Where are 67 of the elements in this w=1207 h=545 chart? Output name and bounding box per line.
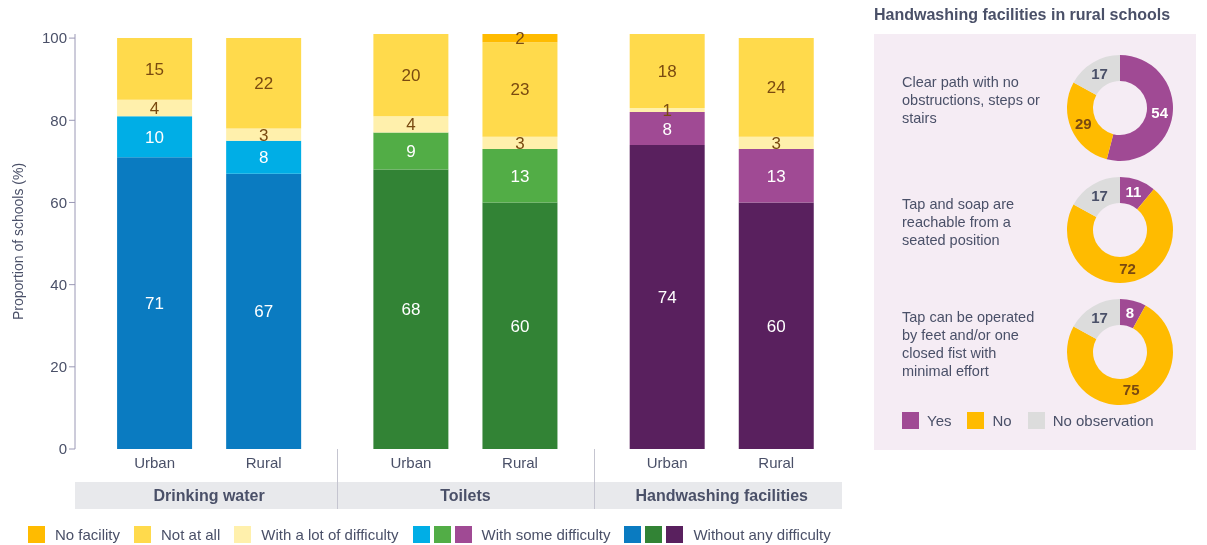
data-label: 3 bbox=[515, 133, 525, 153]
legend-label: No bbox=[991, 412, 1012, 429]
y-tick-label: 20 bbox=[50, 358, 67, 376]
data-label: 13 bbox=[510, 166, 530, 186]
data-label: 72 bbox=[1119, 260, 1136, 278]
data-label: 74 bbox=[657, 287, 677, 307]
text: Tap and soap are reachable from a seated position bbox=[902, 195, 1016, 250]
legend-label: No facility bbox=[55, 526, 121, 543]
data-label: 71 bbox=[145, 294, 165, 314]
legend-label: No observation bbox=[1051, 412, 1154, 429]
y-tick-label: 100 bbox=[41, 29, 67, 47]
y-tick-label: 60 bbox=[50, 193, 67, 211]
text: Handwashing facilities in rural schools bbox=[874, 6, 1172, 24]
legend-label: Without any difficulty bbox=[693, 526, 831, 543]
donut-slice bbox=[1073, 55, 1120, 95]
data-label: 3 bbox=[771, 133, 781, 153]
data-label: 13 bbox=[766, 166, 786, 186]
text: Handwashing facilities bbox=[634, 486, 809, 506]
data-label: 22 bbox=[254, 74, 274, 94]
text: Tap can be operated by feet and/or one closed fist with minimal effort bbox=[902, 308, 1036, 381]
data-label: 60 bbox=[510, 316, 530, 336]
donut-slice bbox=[1067, 305, 1173, 405]
text: Clear path with no obstructions, steps or stairs bbox=[902, 73, 1041, 128]
data-label: 54 bbox=[1151, 104, 1169, 122]
data-label: 75 bbox=[1122, 381, 1140, 399]
donut-slice bbox=[1073, 299, 1120, 339]
x-tick-label: Rural bbox=[502, 453, 538, 471]
data-label: 17 bbox=[1091, 308, 1108, 326]
data-label: 24 bbox=[766, 78, 786, 98]
data-label: 4 bbox=[149, 98, 160, 118]
y-axis-title: Proportion of schools (%) bbox=[9, 162, 26, 321]
donut-slice bbox=[1106, 55, 1173, 161]
data-label: 11 bbox=[1125, 183, 1142, 201]
data-label: 60 bbox=[766, 316, 786, 336]
legend-label: Yes bbox=[926, 412, 952, 429]
data-label: 10 bbox=[145, 127, 165, 147]
data-label: 8 bbox=[258, 148, 269, 168]
data-label: 68 bbox=[401, 300, 421, 320]
x-tick-label: Rural bbox=[245, 453, 282, 471]
x-tick-label: Urban bbox=[390, 453, 432, 471]
data-label: 4 bbox=[406, 115, 416, 135]
data-label: 17 bbox=[1091, 186, 1108, 204]
text: Toilets bbox=[439, 486, 492, 506]
data-label: 3 bbox=[258, 125, 269, 145]
data-label: 18 bbox=[657, 61, 677, 81]
text: Drinking water bbox=[152, 486, 266, 506]
x-tick-label: Urban bbox=[646, 453, 688, 471]
donut-slice bbox=[1073, 177, 1120, 217]
x-tick-label: Rural bbox=[758, 453, 795, 471]
data-label: 9 bbox=[406, 142, 416, 162]
data-label: 67 bbox=[254, 302, 274, 322]
legend-label: With a lot of difficulty bbox=[261, 526, 399, 543]
data-label: 17 bbox=[1091, 64, 1108, 82]
y-tick-label: 80 bbox=[50, 111, 67, 129]
x-tick-label: Urban bbox=[134, 453, 176, 471]
data-label: 20 bbox=[401, 66, 421, 86]
data-label: 23 bbox=[510, 80, 530, 100]
donut-slice bbox=[1067, 189, 1173, 283]
data-label: 8 bbox=[662, 119, 672, 139]
legend-label: Not at all bbox=[161, 526, 221, 543]
data-label: 8 bbox=[1125, 304, 1135, 322]
y-tick-label: 0 bbox=[58, 440, 67, 458]
data-label: 15 bbox=[145, 59, 165, 79]
y-tick-label: 40 bbox=[50, 275, 67, 293]
legend-label: With some difficulty bbox=[481, 526, 611, 543]
data-label: 29 bbox=[1074, 114, 1092, 132]
donut-slice bbox=[1067, 82, 1114, 160]
